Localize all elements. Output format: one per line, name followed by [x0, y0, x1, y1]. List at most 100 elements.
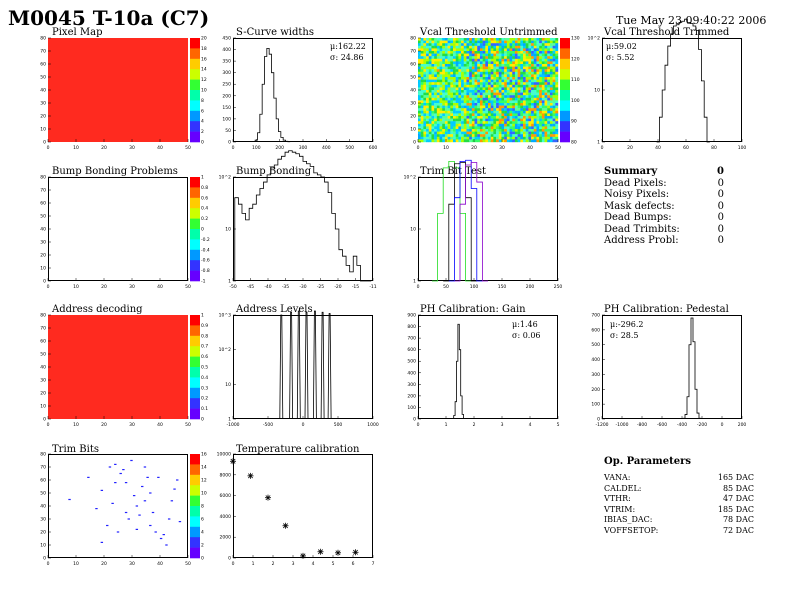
heat-cell	[523, 110, 526, 114]
heat-cell	[514, 43, 518, 46]
heat-cell	[547, 48, 551, 52]
address-decoding-chart: 0 10 20 30 40 500102030405060708000.10.20.30.…	[40, 313, 208, 429]
trimbit-point	[170, 500, 174, 502]
heat-cell	[463, 129, 467, 132]
heat-cell	[428, 48, 432, 52]
heat-cell	[426, 92, 429, 96]
heat-cell	[544, 110, 548, 114]
heat-cell	[426, 97, 429, 101]
x-tick-label: 200	[275, 145, 284, 151]
heat-cell	[485, 43, 489, 46]
heat-cell	[477, 103, 481, 106]
heat-cell	[439, 56, 443, 59]
heat-cell	[496, 82, 499, 85]
heat-cell	[496, 103, 499, 106]
heat-cell	[423, 131, 427, 135]
heat-cell	[514, 103, 518, 106]
heat-cell	[482, 121, 486, 124]
heat-cell	[541, 38, 545, 41]
heat-cell	[447, 45, 451, 49]
heat-cell	[552, 126, 556, 130]
heat-cell	[431, 45, 435, 49]
heat-cell	[547, 45, 551, 49]
heat-cell	[504, 92, 508, 96]
heat-cell	[506, 53, 510, 57]
heat-cell	[431, 84, 435, 88]
heat-cell	[444, 131, 448, 135]
heat-cell	[506, 79, 510, 83]
heat-cell	[477, 139, 481, 143]
heat-cell	[498, 136, 502, 140]
heat-cell	[436, 87, 440, 91]
heat-cell	[536, 118, 540, 122]
heat-cell	[509, 66, 513, 70]
heat-cell	[528, 131, 532, 135]
heat-cell	[547, 64, 551, 67]
heat-cell	[509, 139, 513, 143]
heat-cell	[434, 97, 438, 101]
heat-cell	[512, 131, 516, 135]
heat-cell	[479, 87, 483, 91]
trim-series-line	[454, 162, 488, 282]
heat-cell	[549, 105, 553, 109]
heat-cell	[426, 61, 429, 65]
palette-cell	[190, 187, 200, 199]
heat-cell	[488, 66, 491, 70]
heat-cell	[426, 134, 429, 137]
heat-cell	[485, 74, 489, 78]
heat-cell	[523, 123, 526, 127]
heat-cell	[426, 100, 429, 104]
heat-cell	[539, 90, 543, 93]
heat-cell	[477, 136, 481, 140]
heat-cell	[450, 53, 454, 57]
heat-cell	[506, 64, 510, 67]
heat-cell	[504, 45, 508, 49]
heat-cell	[488, 136, 491, 140]
heat-cell	[552, 66, 556, 70]
heat-cell	[455, 69, 459, 72]
heat-cell	[536, 53, 540, 57]
heat-cell	[493, 90, 497, 93]
heat-cell	[514, 77, 518, 80]
heat-cell	[453, 38, 456, 41]
vcal-untrimmed-title: Vcal Threshold Untrimmed	[420, 27, 558, 38]
y-tick-label: 150	[222, 105, 231, 111]
address-levels-title: Address Levels	[236, 304, 313, 315]
heat-cell	[539, 108, 543, 111]
heat-cell	[439, 103, 443, 106]
heat-cell	[466, 40, 470, 44]
heat-cell	[549, 71, 553, 75]
heat-cell	[514, 113, 518, 117]
palette-tick-label: 0.3	[201, 385, 208, 391]
heat-cell	[549, 110, 553, 114]
heat-cell	[461, 66, 464, 70]
y-tick-label: 30	[40, 378, 46, 384]
trimbit-point	[132, 495, 136, 497]
heat-cell	[482, 108, 486, 111]
heat-cell	[420, 84, 424, 88]
heat-cell	[525, 95, 529, 98]
y-tick-label: 1	[413, 279, 416, 285]
heat-cell	[488, 74, 491, 78]
heat-cell	[541, 95, 545, 98]
heat-cell	[444, 123, 448, 127]
heat-cell	[514, 38, 518, 41]
summary-value: 0	[717, 200, 724, 212]
heat-cell	[482, 77, 486, 80]
heat-cell	[512, 51, 516, 54]
heat-cell	[479, 92, 483, 96]
heat-cell	[471, 64, 475, 67]
heat-cell	[490, 139, 494, 143]
palette-cell	[190, 229, 200, 240]
marker-stroke	[248, 473, 253, 479]
heat-cell	[455, 45, 459, 49]
trimbit-point	[149, 524, 152, 527]
heat-cell	[552, 108, 556, 111]
heat-cell	[504, 129, 508, 132]
heat-cell	[439, 90, 443, 93]
heat-cell	[555, 134, 559, 137]
heat-cell	[533, 45, 537, 49]
heat-cell	[479, 131, 483, 135]
heat-cell	[541, 51, 545, 54]
heat-cell	[455, 116, 459, 119]
